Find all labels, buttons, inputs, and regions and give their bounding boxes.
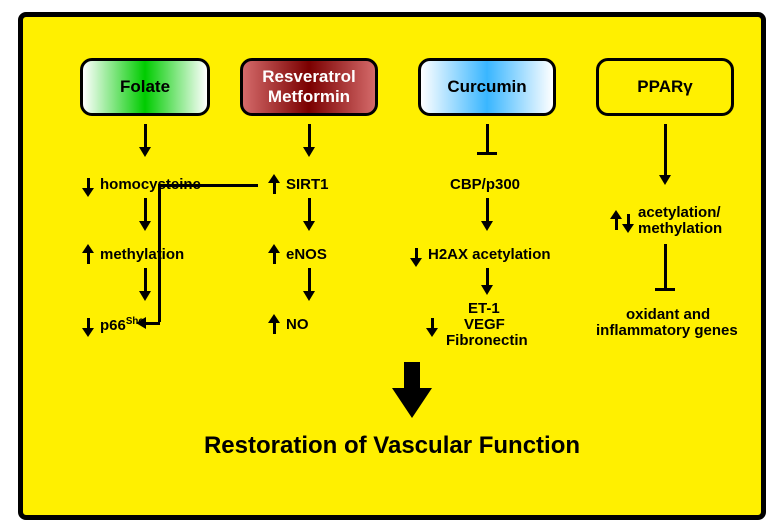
arrow-curc-1-head [481, 221, 493, 231]
arrow-resv-2-shaft [308, 198, 311, 222]
elbow-sirt1-h [158, 184, 258, 187]
reg-sirt1-u-shaft [273, 182, 277, 194]
elbow-sirt1-head [136, 317, 146, 329]
label-oxidant-line1: oxidant and [626, 306, 710, 323]
arrow-pparg-1-head [659, 175, 671, 185]
arrow-resv-1-shaft [308, 124, 311, 148]
reg-acetmeth-d-head [622, 224, 634, 233]
node-folate-label: Folate [120, 77, 170, 97]
arrow-folate-3-head [139, 291, 151, 301]
big-arrow-icon [392, 362, 432, 418]
arrow-folate-2-head [139, 221, 151, 231]
reg-etblock-d-head [426, 328, 438, 337]
arrow-resv-3-shaft [308, 268, 311, 292]
node-resveratrol-metformin: Resveratrol Metformin [240, 58, 378, 116]
elbow-sirt1-v [158, 184, 161, 322]
inhib-curcumin-shaft [486, 124, 489, 152]
arrow-curc-2-shaft [486, 268, 489, 286]
label-enos: eNOS [286, 246, 327, 263]
arrow-folate-1-head [139, 147, 151, 157]
label-sirt1: SIRT1 [286, 176, 329, 193]
reg-sirt1-u-head [268, 174, 280, 183]
node-resv-label2: Metformin [268, 87, 350, 107]
arrow-pparg-1-shaft [664, 124, 667, 176]
node-curcumin: Curcumin [418, 58, 556, 116]
node-folate: Folate [80, 58, 210, 116]
reg-acetmeth-u-shaft [615, 218, 619, 230]
inhib-pparg-bar [655, 288, 675, 291]
arrow-folate-3-shaft [144, 268, 147, 292]
arrow-resv-3-head [303, 291, 315, 301]
label-vegf: VEGF [464, 316, 505, 333]
reg-h2ax-d-head [410, 258, 422, 267]
arrow-curc-1-shaft [486, 198, 489, 222]
label-fibronectin: Fibronectin [446, 332, 528, 349]
reg-homocysteine-d-head [82, 188, 94, 197]
node-pparg: PPARγ [596, 58, 734, 116]
label-acetylation: acetylation/ [638, 204, 721, 221]
label-oxidant-line2: inflammatory genes [596, 322, 738, 339]
label-cbp-p300: CBP/p300 [450, 176, 520, 193]
conclusion-text: Restoration of Vascular Function [30, 432, 754, 460]
reg-methylation-u-shaft [87, 252, 91, 264]
arrow-curc-2-head [481, 285, 493, 295]
reg-no-u-shaft [273, 322, 277, 334]
reg-no-u-head [268, 314, 280, 323]
label-et1: ET-1 [468, 300, 500, 317]
label-no: NO [286, 316, 309, 333]
reg-enos-u-shaft [273, 252, 277, 264]
reg-p66-d-head [82, 328, 94, 337]
arrow-resv-1-head [303, 147, 315, 157]
node-curcumin-label: Curcumin [447, 77, 526, 97]
label-h2ax-acetylation: H2AX acetylation [428, 246, 551, 263]
node-pparg-label: PPARγ [637, 77, 692, 97]
label-methylation2: methylation [638, 220, 722, 237]
arrow-folate-2-shaft [144, 198, 147, 222]
label-methylation: methylation [100, 246, 184, 263]
inhib-curcumin-bar [477, 152, 497, 155]
inhib-pparg-shaft [664, 244, 667, 288]
reg-acetmeth-u-head [610, 210, 622, 219]
node-resv-label1: Resveratrol [262, 67, 356, 87]
elbow-sirt1-h2 [145, 322, 160, 325]
arrow-folate-1-shaft [144, 124, 147, 148]
reg-enos-u-head [268, 244, 280, 253]
reg-methylation-u-head [82, 244, 94, 253]
diagram-canvas: Folate Resveratrol Metformin Curcumin PP… [30, 24, 754, 508]
arrow-resv-2-head [303, 221, 315, 231]
